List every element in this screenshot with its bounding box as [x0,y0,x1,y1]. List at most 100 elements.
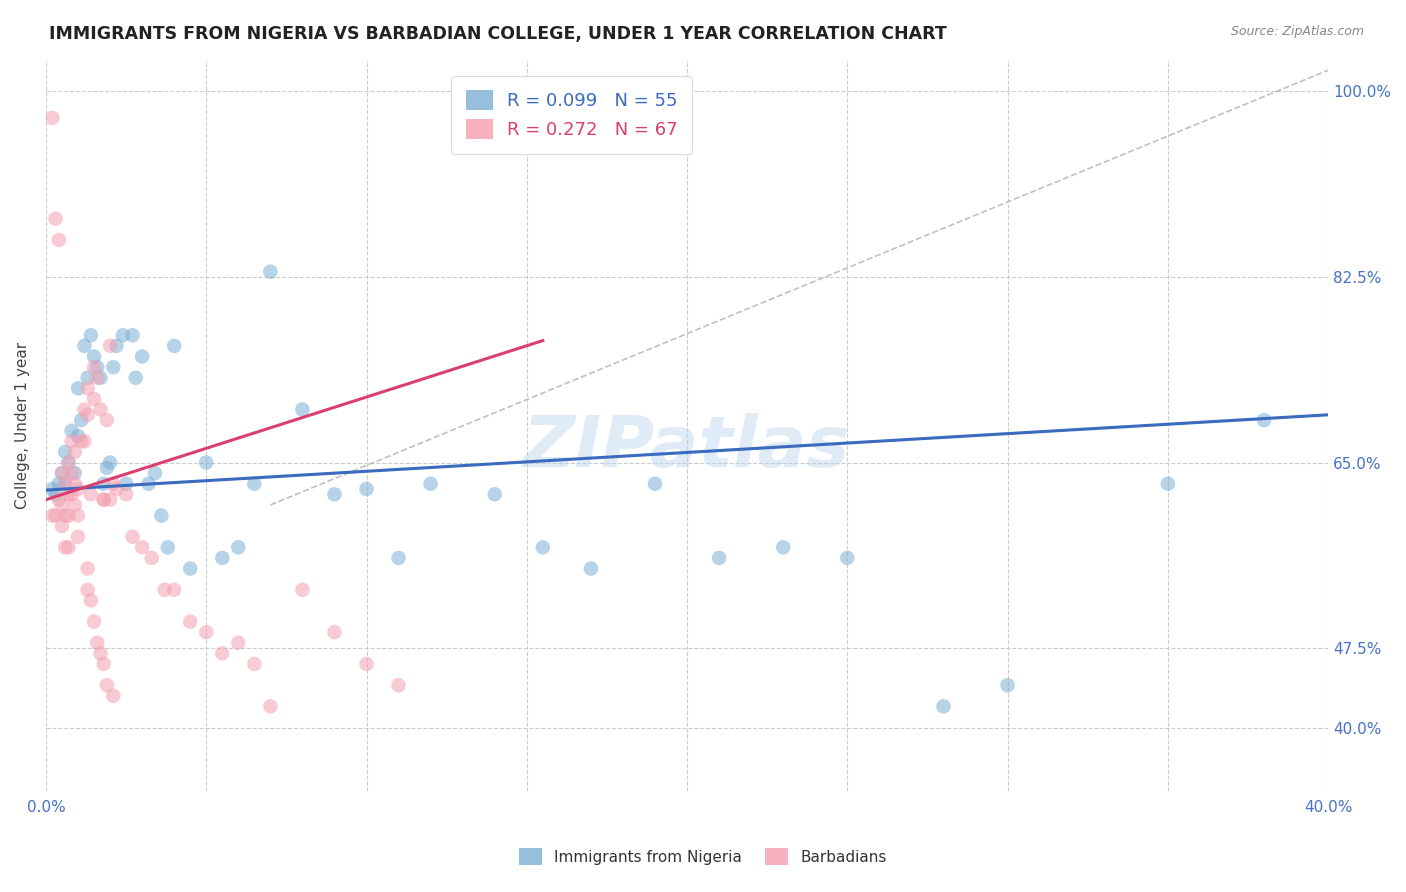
Point [323,625,346,640]
Point [76,408,98,422]
Legend: Immigrants from Nigeria, Barbadians: Immigrants from Nigeria, Barbadians [513,842,893,871]
Point [211,551,233,566]
Point [70,434,93,449]
Point [80,593,103,607]
Point [60,434,83,449]
Point [131,541,153,555]
Point [89,370,111,384]
Point [115,476,138,491]
Point [93,476,115,491]
Point [243,657,266,671]
Point [48,233,70,247]
Point [644,476,666,491]
Point [51,466,73,480]
Point [121,530,143,544]
Point [98,456,121,470]
Point [387,551,409,566]
Point [125,370,148,384]
Point [66,381,89,395]
Point [80,328,103,343]
Point [98,492,121,507]
Point [356,657,378,671]
Point [111,328,134,343]
Point [51,519,73,533]
Point [195,456,218,470]
Point [138,476,160,491]
Point [86,360,108,375]
Point [41,508,63,523]
Point [103,360,125,375]
Point [51,498,73,512]
Point [1157,476,1180,491]
Text: IMMIGRANTS FROM NIGERIA VS BARBADIAN COLLEGE, UNDER 1 YEAR CORRELATION CHART: IMMIGRANTS FROM NIGERIA VS BARBADIAN COL… [49,25,948,43]
Point [96,413,118,427]
Point [103,476,125,491]
Point [103,689,125,703]
Point [141,551,163,566]
Point [76,381,98,395]
Point [153,582,176,597]
Point [484,487,506,501]
Point [53,508,76,523]
Point [89,402,111,417]
Point [80,487,103,501]
Point [66,429,89,443]
Point [41,111,63,125]
Point [997,678,1019,692]
Point [53,541,76,555]
Point [58,456,80,470]
Point [579,561,602,575]
Point [387,678,409,692]
Point [73,339,96,353]
Point [45,508,67,523]
Point [179,561,201,575]
Point [323,487,346,501]
Point [96,460,118,475]
Point [60,487,83,501]
Point [1253,413,1275,427]
Point [259,265,281,279]
Point [105,339,128,353]
Point [70,413,93,427]
Point [291,582,314,597]
Point [932,699,955,714]
Point [143,466,166,480]
Point [63,445,86,459]
Point [121,328,143,343]
Point [76,370,98,384]
Text: Source: ZipAtlas.com: Source: ZipAtlas.com [1230,25,1364,38]
Point [53,445,76,459]
Point [707,551,730,566]
Point [60,466,83,480]
Point [58,508,80,523]
Point [58,456,80,470]
Point [83,615,105,629]
Point [150,508,173,523]
Point [105,482,128,496]
Point [163,339,186,353]
Point [66,530,89,544]
Point [179,615,201,629]
Point [837,551,859,566]
Point [531,541,554,555]
Point [63,498,86,512]
Point [86,370,108,384]
Point [93,492,115,507]
Point [83,360,105,375]
Point [60,424,83,438]
Point [73,402,96,417]
Point [41,482,63,496]
Point [83,392,105,406]
Point [53,476,76,491]
Point [58,541,80,555]
Point [93,492,115,507]
Point [66,508,89,523]
Point [419,476,441,491]
Point [93,657,115,671]
Point [63,476,86,491]
Point [96,678,118,692]
Point [772,541,794,555]
Point [51,466,73,480]
Point [243,476,266,491]
Y-axis label: College, Under 1 year: College, Under 1 year [15,342,30,509]
